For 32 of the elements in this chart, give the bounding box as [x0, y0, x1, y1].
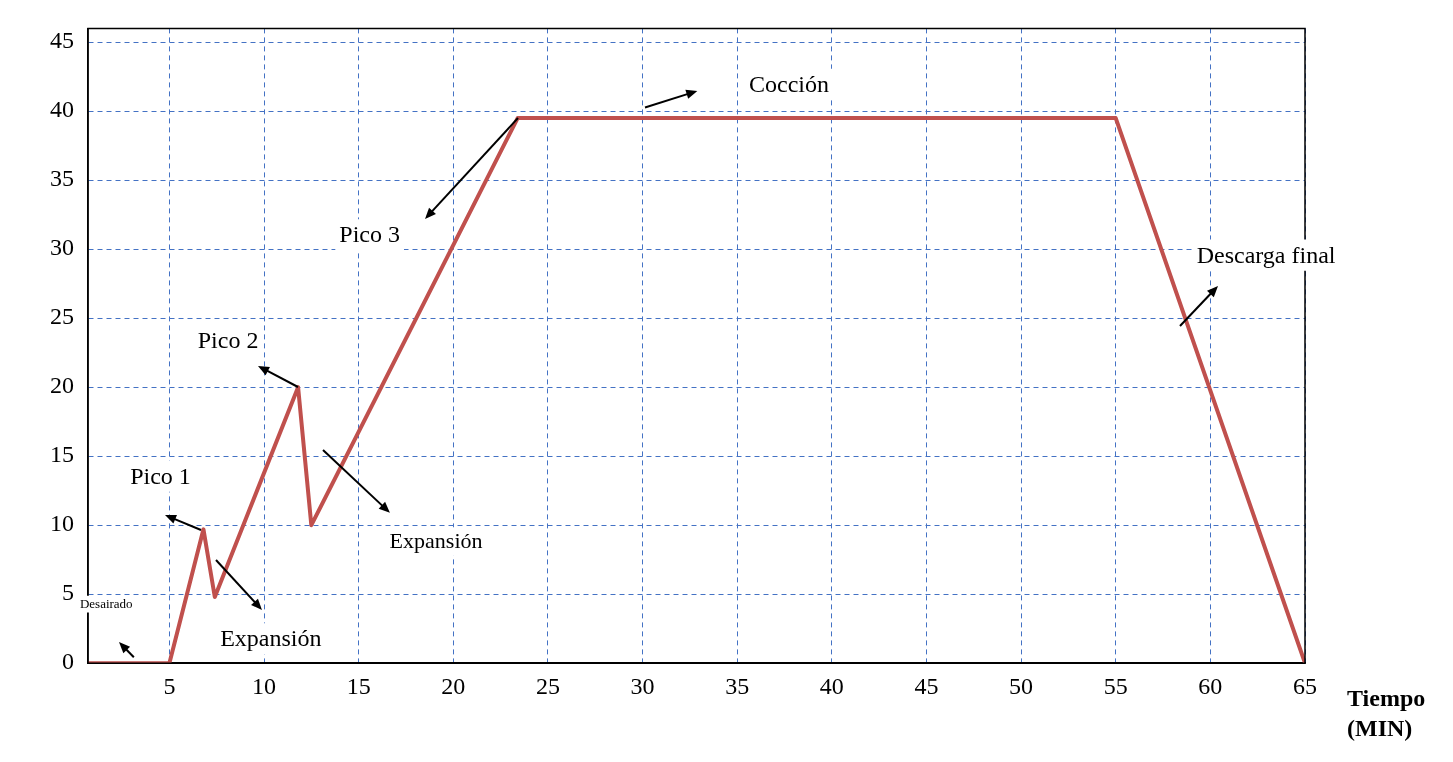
annotation: Cocción	[749, 70, 829, 97]
y-tick-label: 40	[50, 96, 74, 123]
x-tick-label: 30	[630, 672, 655, 699]
x-tick-label: 25	[535, 672, 560, 699]
annotation: Pico 3	[339, 221, 400, 248]
annotation: Pico 1	[130, 462, 191, 489]
x-tick-label: 65	[1293, 672, 1317, 699]
y-tick-label: 10	[50, 510, 74, 537]
y-tick-label: 20	[50, 372, 74, 399]
x-tick-label: 20	[441, 672, 466, 699]
y-tick-label: 30	[50, 234, 74, 261]
x-tick-label: 5	[163, 672, 176, 699]
y-tick-label: 5	[62, 579, 74, 606]
annotation: Expansión	[389, 528, 483, 554]
x-tick-label: 60	[1198, 672, 1223, 699]
annotation: Pico 2	[197, 327, 259, 354]
annotation: Desairado	[79, 596, 133, 612]
x-tick-label: 15	[346, 672, 371, 699]
x-axis-title: Tiempo (MIN)	[1347, 684, 1427, 744]
y-tick-label: 35	[50, 165, 74, 192]
annotation: Descarga final	[1196, 241, 1336, 268]
y-tick-label: 15	[50, 441, 74, 468]
x-tick-label: 45	[914, 672, 939, 699]
y-tick-label: 0	[62, 648, 74, 675]
annotation: Expansión	[220, 625, 322, 652]
y-tick-label: 45	[50, 27, 74, 54]
x-tick-label: 10	[252, 672, 277, 699]
x-tick-label: 55	[1103, 672, 1128, 699]
x-tick-label: 40	[819, 672, 844, 699]
y-tick-label: 25	[50, 303, 74, 330]
x-tick-label: 35	[725, 672, 750, 699]
x-tick-label: 50	[1009, 672, 1034, 699]
